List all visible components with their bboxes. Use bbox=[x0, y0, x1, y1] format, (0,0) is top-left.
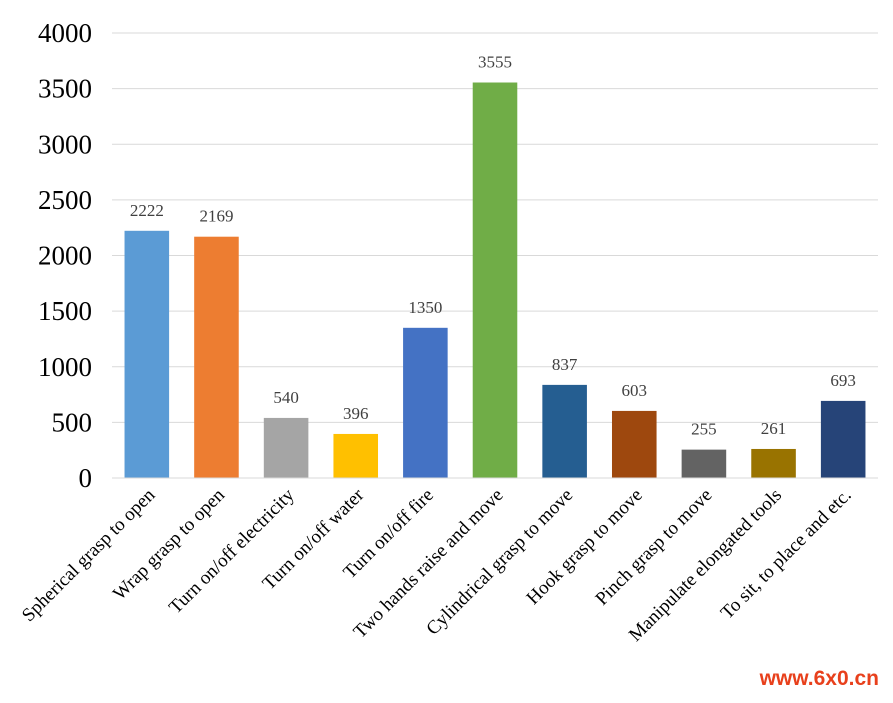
x-tick-label: Spherical grasp to open bbox=[18, 484, 160, 626]
x-tick-label: Pinch grasp to move bbox=[592, 485, 717, 610]
bar bbox=[472, 82, 518, 478]
y-tick-label: 1000 bbox=[38, 352, 92, 382]
data-labels: 2222 2169 540 396 1350 3555 837 603 255 261 693 bbox=[130, 53, 856, 439]
y-tick-label: 2000 bbox=[38, 241, 92, 271]
bar bbox=[333, 433, 379, 478]
data-label: 693 bbox=[830, 371, 856, 390]
bar bbox=[611, 410, 657, 478]
bar bbox=[194, 236, 239, 478]
data-label: 1350 bbox=[408, 298, 442, 317]
bar bbox=[820, 400, 866, 478]
watermark: www.6x0.cn bbox=[759, 667, 879, 690]
data-label: 2222 bbox=[130, 201, 164, 220]
y-tick-label: 3500 bbox=[38, 74, 92, 104]
bar bbox=[542, 384, 587, 478]
y-tick-label: 1500 bbox=[38, 296, 92, 326]
bar bbox=[124, 230, 170, 478]
data-label: 261 bbox=[761, 419, 787, 438]
x-tick-label: Hook grasp to move bbox=[523, 485, 647, 609]
data-label: 603 bbox=[622, 381, 648, 400]
bar bbox=[681, 449, 727, 478]
data-label: 3555 bbox=[478, 53, 512, 72]
bar bbox=[751, 448, 796, 478]
data-label: 396 bbox=[343, 404, 369, 423]
data-label: 837 bbox=[552, 355, 578, 374]
y-tick-label: 2500 bbox=[38, 185, 92, 215]
y-tick-label: 3000 bbox=[38, 129, 92, 159]
bar bbox=[403, 327, 448, 478]
x-tick-label: Turn on/off electricity bbox=[165, 484, 299, 618]
bars bbox=[124, 82, 866, 478]
x-tick-label: To sit, to place and etc. bbox=[717, 485, 856, 624]
y-tick-label: 4000 bbox=[38, 18, 92, 48]
bar bbox=[263, 417, 309, 478]
y-tick-label: 0 bbox=[79, 463, 93, 493]
y-tick-label: 500 bbox=[52, 407, 93, 437]
data-label: 540 bbox=[273, 388, 299, 407]
data-label: 255 bbox=[691, 420, 717, 439]
data-label: 2169 bbox=[199, 207, 233, 226]
y-axis-ticks: 0 500 1000 1500 2000 2500 3000 3500 4000 bbox=[38, 18, 92, 493]
